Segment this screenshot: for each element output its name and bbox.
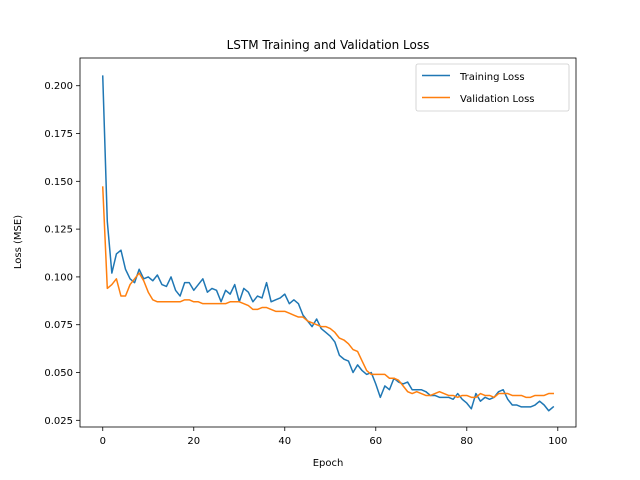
plot-area (101, 75, 555, 412)
legend: Training Loss Validation Loss (415, 63, 570, 112)
y-tick-label: 0.075 (44, 320, 73, 331)
x-tick-label: 0 (100, 436, 106, 447)
legend-box (415, 63, 570, 112)
x-axis: 0 20 40 60 80 100 (100, 427, 567, 447)
y-tick-label: 0.100 (44, 272, 73, 283)
y-axis: 0.025 0.050 0.075 0.100 0.125 0.150 0.175 0.200 (44, 81, 80, 427)
x-axis-label: Epoch (313, 458, 344, 469)
series-line-validation (101, 186, 554, 399)
y-axis-label: Loss (MSE) (13, 215, 24, 269)
y-tick-label: 0.050 (44, 368, 73, 379)
y-tick-label: 0.125 (44, 225, 73, 236)
y-tick-label: 0.025 (44, 416, 73, 427)
legend-label-validation: Validation Loss (460, 94, 535, 105)
x-tick-label: 40 (278, 436, 291, 447)
y-tick-label: 0.150 (44, 177, 73, 188)
y-tick-label: 0.200 (44, 81, 73, 92)
axes-frame (79, 57, 577, 428)
series-line-training (101, 75, 555, 412)
y-tick-label: 0.175 (44, 129, 73, 140)
chart-title: LSTM Training and Validation Loss (227, 38, 430, 52)
legend-label-training: Training Loss (459, 72, 525, 83)
x-tick-label: 60 (369, 436, 382, 447)
x-tick-label: 20 (187, 436, 200, 447)
x-tick-label: 80 (460, 436, 473, 447)
x-tick-label: 100 (548, 436, 567, 447)
